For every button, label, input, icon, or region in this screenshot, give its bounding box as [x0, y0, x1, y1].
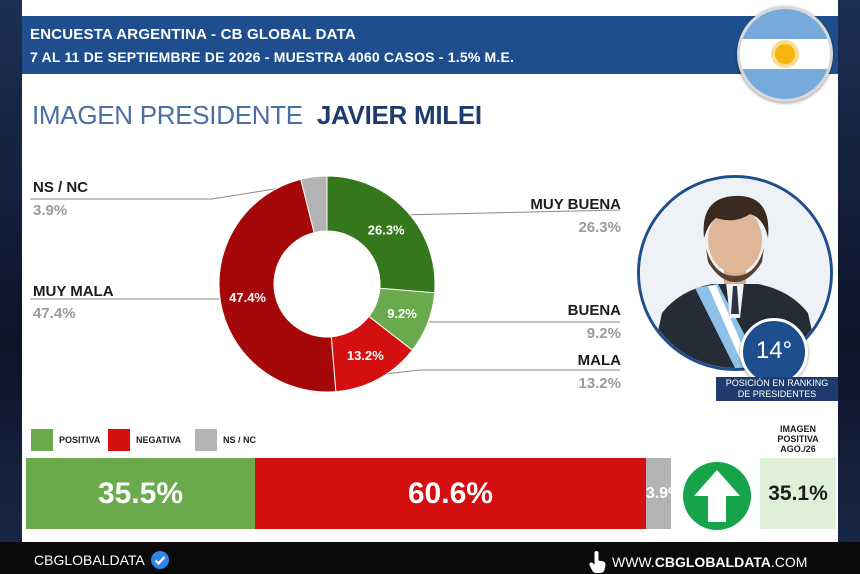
value-muy-mala: 47.4%: [33, 305, 76, 322]
value-muy-buena: 26.3%: [578, 219, 621, 236]
footer-bar: [0, 542, 860, 574]
legend-label-positiva: POSITIVA: [59, 435, 101, 445]
donut-slice-muy-mala: [218, 178, 337, 393]
value-mala: 13.2%: [578, 375, 621, 392]
comparison-label-line-3: AGO./26: [780, 444, 816, 454]
survey-title: ENCUESTA ARGENTINA - CB GLOBAL DATA: [30, 26, 356, 43]
arrow-up-icon: [683, 462, 751, 530]
label-ns-nc: NS / NC: [33, 179, 89, 196]
ranking-caption-line-1: POSICIÓN EN RANKING: [725, 378, 829, 388]
legend-swatch-positiva: [31, 429, 53, 451]
argentina-flag-icon: [737, 6, 833, 102]
label-muy-mala: MUY MALA: [33, 283, 114, 300]
legend-ns-nc: NS / NC: [195, 429, 256, 451]
footer-url-suffix: .COM: [770, 554, 808, 570]
right-background-strip: [838, 0, 860, 574]
leader-line-muy-buena: [399, 209, 621, 216]
legend-swatch-ns-nc: [195, 429, 217, 451]
legend-label-ns-nc: NS / NC: [223, 435, 257, 445]
label-muy-buena: MUY BUENA: [530, 196, 621, 213]
president-name: JAVIER MILEI: [316, 100, 482, 130]
legend-label-negativa: NEGATIVA: [136, 435, 182, 445]
footer-url-domain: CBGLOBALDATA: [654, 554, 771, 570]
left-background-strip: [0, 0, 22, 574]
donut-data-label: 9.2%: [387, 306, 417, 321]
comparison-value: 35.1%: [760, 458, 836, 529]
legend-positiva: POSITIVA: [31, 429, 100, 451]
label-mala: MALA: [577, 352, 621, 369]
pointer-hand-icon: [589, 551, 606, 573]
president-silhouette-icon: [640, 178, 830, 368]
footer-url[interactable]: WWW. CBGLOBALDATA .COM: [588, 551, 807, 573]
verified-badge-icon: [150, 551, 169, 569]
bar-segment-negativa: 60.6%: [254, 458, 646, 529]
arrow-up-glyph: [694, 470, 740, 522]
donut-data-label: 47.4%: [229, 290, 266, 305]
legend-swatch-negativa: [108, 429, 130, 451]
stacked-bar: 35.5%60.6%3.9%: [26, 458, 671, 529]
donut-slice-muy-buena: [326, 175, 436, 294]
survey-details: 7 AL 11 DE SEPTIEMBRE DE 2026 - MUESTRA …: [30, 49, 515, 65]
header-bar: [22, 16, 838, 74]
bar-segment-positiva: 35.5%: [26, 458, 255, 529]
donut-slice-ns-nc: [300, 175, 328, 234]
ranking-caption-line-2: DE PRESIDENTES: [737, 389, 817, 399]
label-buena: BUENA: [567, 302, 621, 319]
donut-data-label: 13.2%: [347, 348, 384, 363]
comparison-label-line-1: IMAGEN: [780, 424, 816, 434]
comparison-label: IMAGEN POSITIVA AGO./26: [760, 424, 836, 454]
value-buena: 9.2%: [586, 325, 621, 342]
comparison-label-line-2: POSITIVA: [777, 434, 819, 444]
title-prefix: IMAGEN PRESIDENTE: [32, 100, 303, 130]
footer-url-prefix: WWW.: [612, 554, 655, 570]
footer-brand-text: CBGLOBALDATA: [34, 552, 145, 568]
donut-data-label: 26.3%: [368, 222, 405, 237]
leader-line-mala: [374, 369, 620, 376]
president-portrait: [637, 175, 833, 371]
ranking-caption: POSICIÓN EN RANKING DE PRESIDENTES: [716, 377, 838, 401]
ranking-badge: 14°: [740, 318, 808, 386]
legend-negativa: NEGATIVA: [108, 429, 181, 451]
footer-brand: CBGLOBALDATA: [34, 551, 169, 569]
page-title: IMAGEN PRESIDENTE JAVIER MILEI: [32, 100, 482, 131]
bar-segment-ns-nc: 3.9%: [645, 458, 671, 529]
value-ns-nc: 3.9%: [33, 202, 68, 219]
